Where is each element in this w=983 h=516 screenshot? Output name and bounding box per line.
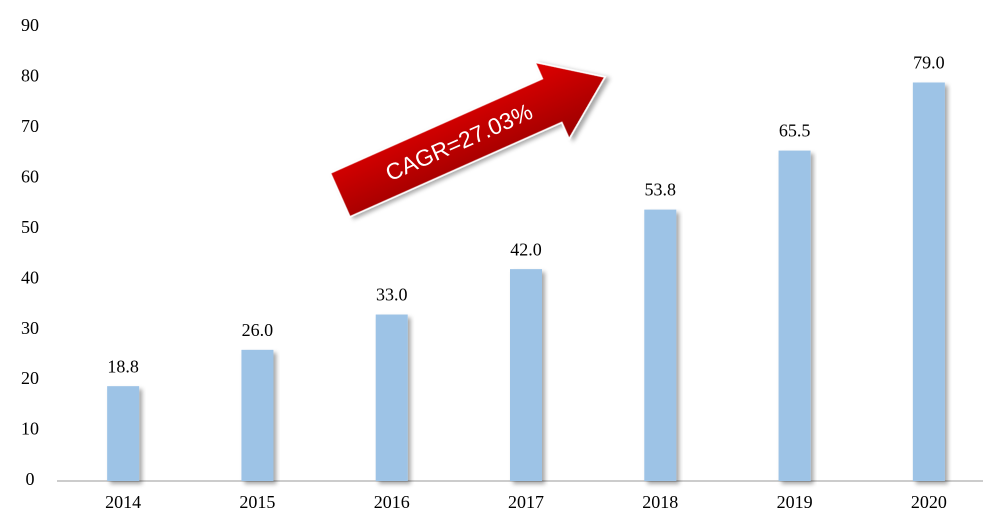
value-label: 65.5 <box>779 121 811 141</box>
bars <box>107 82 945 482</box>
x-tick-label: 2020 <box>911 492 947 512</box>
arrow-shape <box>329 61 607 218</box>
value-label: 79.0 <box>913 53 945 73</box>
x-tick-label: 2019 <box>777 492 813 512</box>
y-tick-label: 30 <box>21 318 39 338</box>
y-tick-label: 90 <box>21 15 39 35</box>
bar <box>375 314 408 481</box>
y-tick-label: 80 <box>21 66 39 86</box>
value-label: 18.8 <box>107 356 139 376</box>
y-tick-label: 10 <box>21 419 39 439</box>
bar <box>241 349 274 481</box>
x-tick-label: 2017 <box>508 492 544 512</box>
x-tick-label: 2014 <box>105 492 141 512</box>
y-tick-label: 60 <box>21 166 39 186</box>
y-tick-label: 40 <box>21 267 39 287</box>
x-tick-label: 2018 <box>642 492 678 512</box>
value-label: 42.0 <box>510 239 542 259</box>
x-tick-label: 2016 <box>374 492 410 512</box>
bar <box>912 82 945 481</box>
bar <box>778 150 811 482</box>
y-tick-label: 0 <box>26 469 35 489</box>
bar <box>644 209 677 481</box>
y-tick-label: 70 <box>21 116 39 136</box>
cagr-arrow: CAGR=27.03% <box>329 61 607 218</box>
bar <box>107 386 140 481</box>
value-label: 33.0 <box>376 285 408 305</box>
y-tick-label: 20 <box>21 368 39 388</box>
value-label: 53.8 <box>645 180 677 200</box>
value-label: 26.0 <box>242 320 274 340</box>
bar <box>510 269 542 481</box>
y-tick-label: 50 <box>21 217 39 237</box>
x-tick-label: 2015 <box>239 492 275 512</box>
